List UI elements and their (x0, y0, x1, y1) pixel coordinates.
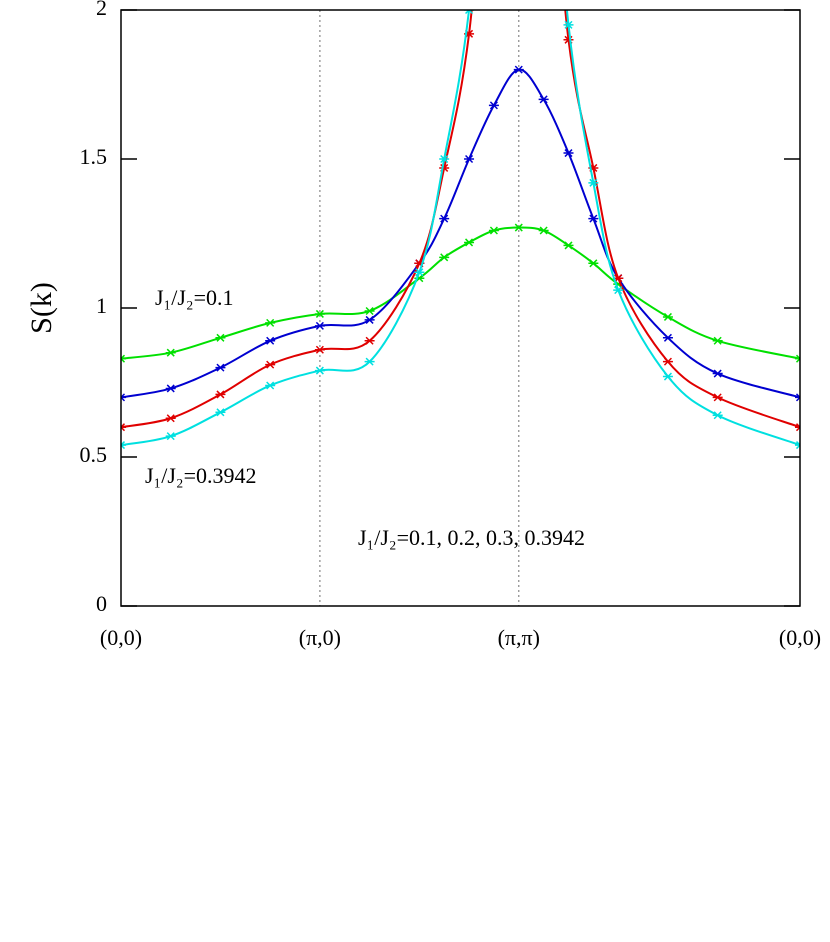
point-marker (121, 393, 126, 402)
point-marker (464, 154, 475, 164)
point-marker (588, 214, 599, 223)
point-marker (215, 408, 226, 417)
point-marker (215, 333, 226, 342)
series-line (121, 68, 800, 399)
point-marker (364, 315, 375, 324)
point-marker (662, 357, 673, 366)
point-marker (121, 423, 126, 432)
y-tick-label: 0.5 (80, 442, 108, 467)
x-tick-label: (0,0) (100, 625, 142, 650)
point-marker (165, 384, 176, 393)
point-marker (439, 154, 450, 164)
point-marker (265, 381, 276, 390)
point-marker (464, 10, 475, 15)
y-tick-label: 0 (96, 591, 107, 616)
point-marker (215, 363, 226, 372)
point-marker (488, 101, 499, 110)
annotation: J₁/J₂=0.1, 0.2, 0.3, 0.3942 (358, 525, 585, 550)
y-tick-label: 1 (96, 293, 107, 318)
point-marker (364, 306, 375, 316)
annotation: J₁/J₂=0.1 (155, 285, 233, 310)
point-marker (563, 149, 574, 158)
x-tick-label: (π,0) (299, 625, 341, 650)
point-marker (588, 259, 599, 268)
point-marker (215, 390, 226, 399)
point-marker (314, 345, 325, 354)
point-marker (364, 336, 375, 345)
point-marker (662, 372, 673, 381)
point-marker (538, 95, 549, 104)
x-tick-label: (π,π) (498, 625, 540, 650)
point-marker (795, 393, 800, 402)
point-marker (265, 318, 276, 327)
point-marker (414, 268, 425, 277)
point-marker (712, 393, 723, 402)
point-marker (265, 336, 276, 345)
y-tick-label: 2 (96, 0, 107, 20)
point-marker (439, 214, 450, 223)
point-marker (795, 423, 800, 432)
point-marker (439, 253, 450, 262)
plot-frame (120, 9, 801, 607)
point-marker (795, 441, 800, 450)
point-marker (662, 333, 673, 342)
point-marker (165, 414, 176, 423)
point-marker (314, 321, 325, 330)
y-axis-label: S(k) (25, 282, 58, 334)
point-marker (588, 178, 599, 187)
annotation: J₁/J₂=0.3942 (145, 463, 256, 488)
point-marker (314, 366, 325, 375)
point-marker (563, 20, 574, 29)
y-tick-label: 1.5 (80, 144, 108, 169)
point-marker (513, 65, 524, 74)
point-marker (464, 238, 475, 247)
point-marker (314, 309, 325, 318)
series-line (121, 10, 800, 429)
point-marker (613, 286, 624, 295)
series-line (121, 10, 800, 447)
point-marker (165, 348, 176, 357)
point-marker (712, 411, 723, 420)
point-marker (165, 432, 176, 441)
point-marker (121, 354, 126, 363)
point-marker (364, 357, 375, 366)
point-marker (563, 241, 574, 250)
point-marker (265, 360, 276, 369)
point-marker (712, 369, 723, 378)
plot-area (121, 10, 800, 450)
x-tick-label: (0,0) (779, 625, 821, 650)
point-marker (538, 226, 549, 235)
point-marker (488, 226, 499, 235)
point-marker (712, 336, 723, 345)
point-marker (795, 354, 800, 363)
point-marker (513, 223, 524, 232)
point-marker (121, 441, 126, 450)
point-marker (662, 312, 673, 321)
